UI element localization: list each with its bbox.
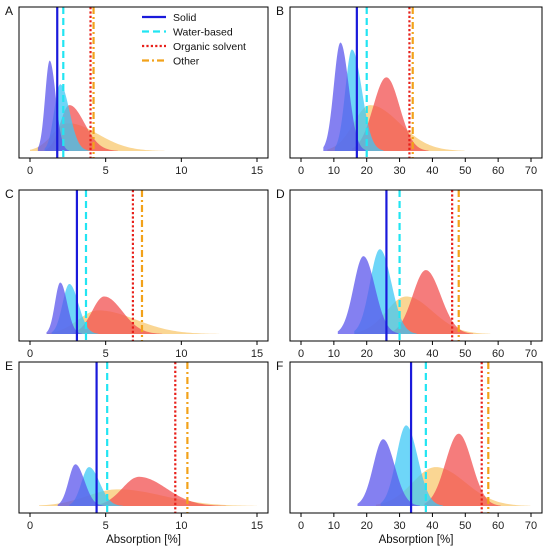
x-tick-label: 0 — [27, 520, 33, 532]
panel-frame — [18, 189, 269, 342]
panel-letter: A — [5, 4, 13, 18]
panel-d: D 0 10 20 30 40 50 60 70 — [276, 187, 543, 360]
density-solid-e — [57, 464, 105, 506]
panel-letter: B — [276, 4, 284, 18]
legend-label-solid: Solid — [173, 12, 197, 24]
x-tick-label: 40 — [426, 520, 438, 532]
x-tick-label: 15 — [251, 520, 263, 532]
x-tick-label: 20 — [361, 520, 373, 532]
panel-a: A 0 5 10 15 — [5, 4, 269, 177]
legend-label-other: Other — [173, 56, 200, 68]
x-tick-label: 50 — [459, 348, 471, 360]
density-organic-solvent-f — [424, 433, 501, 506]
x-tick-label: 70 — [525, 348, 537, 360]
x-axis-label: Absorption [%] — [379, 534, 454, 546]
x-tick-label: 30 — [393, 520, 405, 532]
panel-letter: F — [276, 359, 283, 373]
x-tick-label: 30 — [393, 348, 405, 360]
x-tick-label: 0 — [298, 165, 304, 177]
density-organic-solvent-e — [95, 476, 227, 506]
x-tick-label: 50 — [459, 165, 471, 177]
x-tick-label: 10 — [175, 520, 187, 532]
x-tick-label: 0 — [298, 348, 304, 360]
x-tick-label: 50 — [459, 520, 471, 532]
legend-label-organic-solvent: Organic solvent — [173, 41, 246, 53]
density-organic-solvent-d — [391, 270, 474, 334]
density-solid-d — [337, 256, 401, 334]
x-tick-label: 40 — [426, 165, 438, 177]
x-tick-label: 5 — [103, 165, 109, 177]
density-organic-solvent-b — [352, 77, 429, 151]
panel-frame — [289, 6, 543, 159]
x-tick-label: 5 — [103, 520, 109, 532]
panel-letter: E — [5, 359, 13, 373]
density-solid-f — [357, 439, 420, 506]
panel-b: B 0 10 20 30 40 50 60 70 — [276, 4, 543, 177]
x-tick-label: 40 — [426, 348, 438, 360]
x-tick-label: 5 — [103, 348, 109, 360]
x-tick-label: 10 — [328, 348, 340, 360]
panel-letter: D — [276, 187, 285, 201]
x-tick-label: 10 — [175, 348, 187, 360]
panel-frame — [289, 361, 543, 514]
panel-letter: C — [5, 187, 14, 201]
panel-frame — [18, 6, 269, 159]
density-solid-c — [46, 282, 83, 334]
x-tick-label: 60 — [492, 348, 504, 360]
x-tick-label: 0 — [298, 520, 304, 532]
x-tick-label: 10 — [175, 165, 187, 177]
panel-e: E 0 5 10 15 Absorption [%] — [5, 359, 269, 546]
x-tick-label: 60 — [492, 520, 504, 532]
x-tick-label: 0 — [27, 165, 33, 177]
density-solid-a — [37, 60, 70, 151]
x-tick-label: 10 — [328, 165, 340, 177]
panel-c: C 0 5 10 15 — [5, 187, 269, 360]
panel-frame — [18, 361, 269, 514]
legend: Solid Water-based Organic solvent Other — [142, 12, 246, 68]
x-tick-label: 20 — [361, 348, 373, 360]
x-tick-label: 15 — [251, 165, 263, 177]
x-tick-label: 10 — [328, 520, 340, 532]
x-tick-label: 0 — [27, 348, 33, 360]
x-axis-label: Absorption [%] — [106, 534, 181, 546]
x-tick-label: 60 — [492, 165, 504, 177]
x-tick-label: 70 — [525, 520, 537, 532]
panel-f: F 0 10 20 30 40 50 60 70 Absorption [%] — [276, 359, 543, 546]
x-tick-label: 30 — [393, 165, 405, 177]
density-solid-b — [323, 42, 367, 151]
x-tick-label: 70 — [525, 165, 537, 177]
density-organic-solvent-c — [72, 296, 163, 334]
x-tick-label: 20 — [361, 165, 373, 177]
legend-label-water-based: Water-based — [173, 27, 233, 39]
panel-frame — [289, 189, 543, 342]
x-tick-label: 15 — [251, 348, 263, 360]
